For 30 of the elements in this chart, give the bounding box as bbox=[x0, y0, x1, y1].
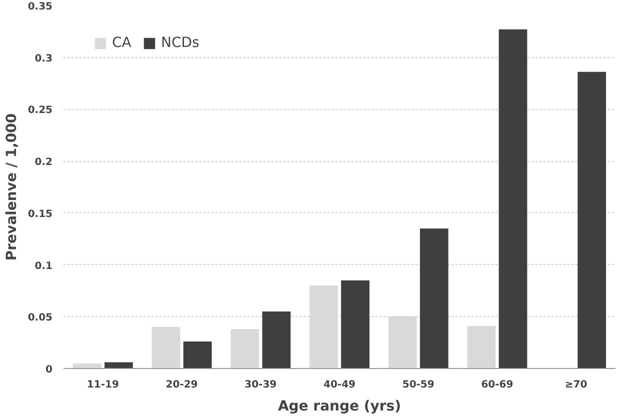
legend-label: CA bbox=[112, 35, 132, 51]
x-tick-label: 20-29 bbox=[166, 380, 198, 390]
x-tick-label: 11-19 bbox=[86, 380, 119, 390]
bar bbox=[152, 327, 180, 368]
bar bbox=[183, 342, 212, 368]
x-tick-label: 60-69 bbox=[481, 380, 514, 390]
bar bbox=[341, 280, 370, 368]
bar bbox=[467, 326, 496, 368]
x-axis-title: Age range (yrs) bbox=[278, 398, 402, 414]
bar bbox=[310, 286, 338, 368]
y-tick-label: 0.15 bbox=[28, 208, 53, 220]
bar bbox=[578, 72, 606, 368]
x-tick-label: 40-49 bbox=[324, 380, 356, 390]
bar bbox=[420, 228, 448, 368]
y-tick-label: 0 bbox=[46, 364, 53, 376]
y-tick-label: 0.1 bbox=[34, 260, 53, 272]
y-tick-label: 0.05 bbox=[28, 312, 53, 324]
y-tick-label: 0.3 bbox=[34, 53, 53, 64]
bar bbox=[388, 316, 417, 368]
y-tick-label: 0.2 bbox=[34, 157, 53, 168]
y-tick-label: 0.25 bbox=[28, 105, 53, 116]
x-tick-label: ≥70 bbox=[564, 380, 588, 390]
bar bbox=[498, 29, 528, 368]
legend-label: NCDs bbox=[161, 35, 200, 51]
y-tick-label: 0.35 bbox=[28, 2, 53, 12]
bar bbox=[230, 329, 260, 368]
y-axis-title: Prevalenve / 1,000 bbox=[4, 113, 20, 261]
x-tick-label: 30-39 bbox=[244, 380, 277, 390]
x-tick-label: 50-59 bbox=[402, 380, 434, 390]
bar bbox=[262, 311, 291, 368]
